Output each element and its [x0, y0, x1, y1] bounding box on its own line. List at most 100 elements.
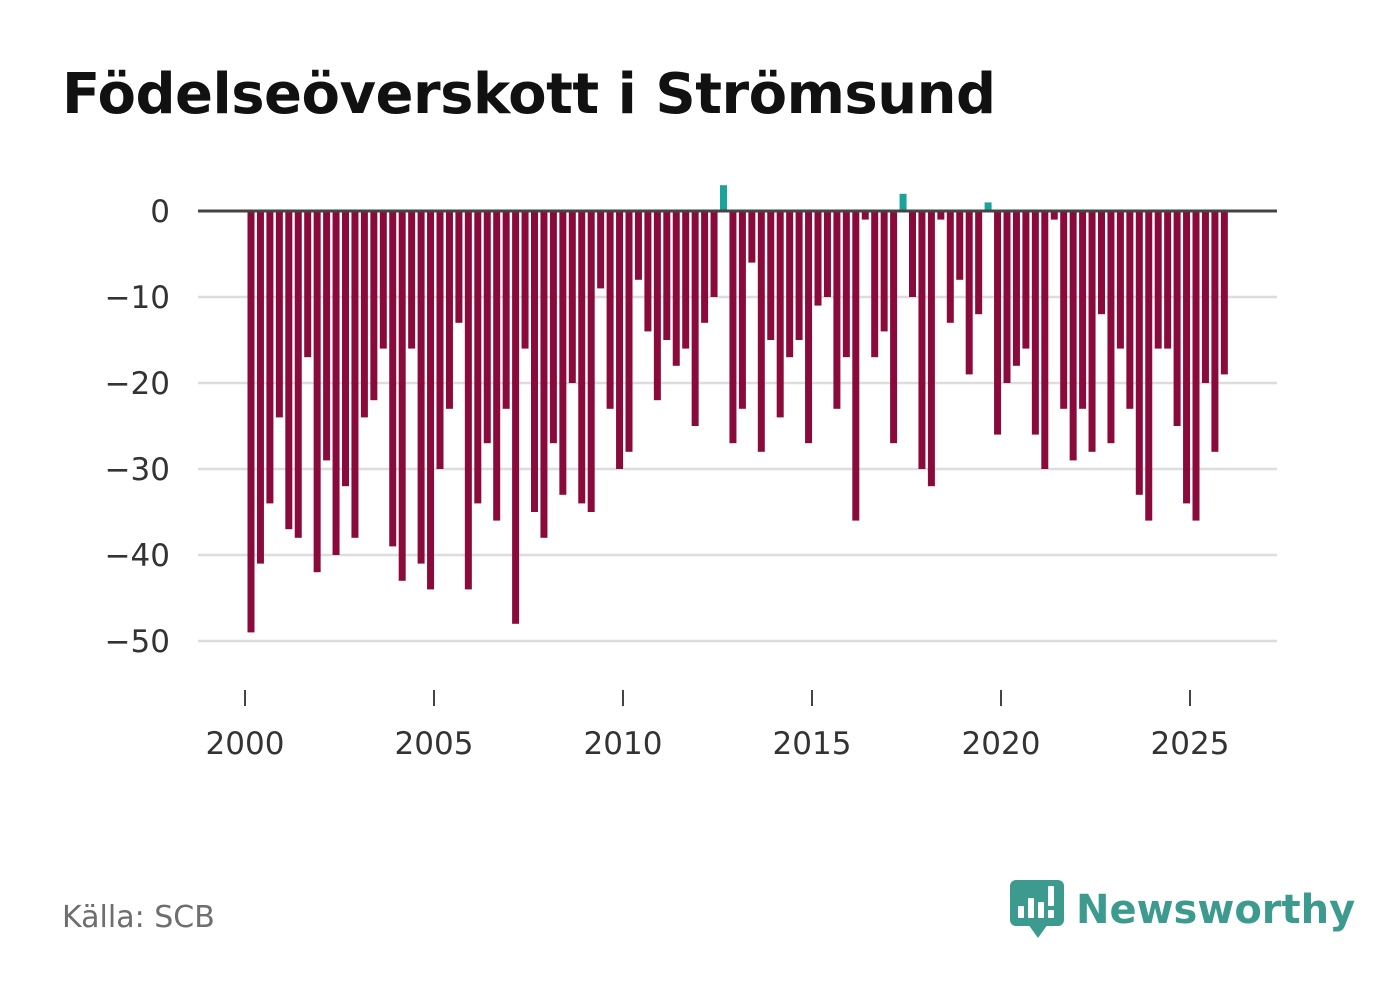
bar — [965, 211, 973, 375]
bar — [266, 211, 274, 504]
bar — [1220, 211, 1228, 375]
bar — [682, 211, 690, 349]
bar — [247, 211, 255, 633]
bar — [1126, 211, 1134, 409]
bar — [408, 211, 416, 349]
x-tick-label: 2020 — [962, 726, 1041, 762]
bar — [805, 211, 813, 444]
bar — [1069, 211, 1077, 461]
bar — [1116, 211, 1124, 349]
bars — [247, 185, 1228, 633]
bar — [606, 211, 614, 409]
bar — [275, 211, 283, 418]
bar — [748, 211, 756, 263]
bar — [1145, 211, 1153, 521]
bar — [767, 211, 775, 340]
bar — [417, 211, 425, 564]
bar — [880, 211, 888, 332]
bar — [653, 211, 661, 401]
bar — [956, 211, 964, 280]
bar — [436, 211, 444, 469]
bar — [899, 193, 907, 211]
bar — [871, 211, 879, 358]
bar — [531, 211, 538, 512]
bar — [625, 211, 633, 452]
bar — [814, 211, 822, 306]
bar — [360, 211, 368, 418]
bar — [1041, 211, 1049, 469]
bar — [597, 211, 605, 289]
bar — [1079, 211, 1087, 409]
bar — [616, 211, 624, 469]
bar — [493, 211, 501, 521]
x-tick-label: 2025 — [1151, 726, 1230, 762]
bar — [1003, 211, 1011, 383]
bar — [455, 211, 463, 323]
bar — [644, 211, 652, 332]
bar — [786, 211, 794, 358]
bar — [559, 211, 567, 495]
bar — [1211, 211, 1219, 452]
y-tick-label: 0 — [150, 194, 170, 230]
bar — [994, 211, 1002, 435]
bar — [918, 211, 926, 469]
bar — [833, 211, 841, 409]
y-axis-ticks: 0 −10 −20 −30 −40 −50 — [105, 194, 170, 660]
bar — [842, 211, 850, 358]
bar — [313, 211, 321, 573]
y-tick-label: −30 — [105, 452, 170, 488]
bar — [1050, 211, 1058, 220]
grid-lines — [198, 295, 1277, 643]
bar — [332, 211, 340, 555]
newsworthy-logo: Newsworthy — [1010, 878, 1355, 942]
bar — [1022, 211, 1030, 349]
newsworthy-chart-icon — [1010, 880, 1064, 938]
bar — [861, 211, 869, 220]
bar — [304, 211, 312, 358]
y-tick-label: −40 — [105, 538, 170, 574]
bar — [1135, 211, 1143, 495]
bar — [1088, 211, 1096, 452]
bar — [634, 211, 642, 280]
x-tick-label: 2005 — [395, 726, 474, 762]
y-tick-label: −50 — [105, 624, 170, 660]
bar — [852, 211, 860, 521]
y-tick-label: −20 — [105, 366, 170, 402]
bar — [351, 211, 359, 538]
x-tick-label: 2015 — [773, 726, 852, 762]
bar — [823, 211, 831, 297]
bar — [776, 211, 784, 418]
bar — [738, 211, 746, 409]
bar — [540, 211, 548, 538]
bar — [1192, 211, 1200, 521]
bar — [984, 202, 992, 211]
bar — [946, 211, 954, 323]
bar — [720, 185, 727, 211]
bar — [1183, 211, 1191, 504]
bar — [757, 211, 765, 452]
bar — [370, 211, 378, 401]
bar — [795, 211, 803, 340]
bar — [1164, 211, 1172, 349]
x-axis-ticks: 2000 2005 2010 2015 2020 2025 — [206, 690, 1230, 762]
y-tick-label: −10 — [105, 280, 170, 316]
x-tick-label: 2000 — [206, 726, 285, 762]
bar — [483, 211, 491, 444]
bar — [285, 211, 293, 530]
bar — [512, 211, 520, 624]
bar — [937, 211, 945, 220]
bar — [379, 211, 387, 349]
bar — [1201, 211, 1209, 383]
source-label: Källa: SCB — [62, 900, 215, 935]
bar — [1098, 211, 1105, 315]
bar — [975, 211, 983, 315]
bar — [890, 211, 898, 444]
x-tick-label: 2010 — [584, 726, 663, 762]
bar — [474, 211, 482, 504]
bar — [1107, 211, 1115, 444]
bar — [1012, 211, 1020, 366]
bar — [568, 211, 576, 383]
bar — [672, 211, 680, 366]
bar — [578, 211, 586, 504]
bar — [342, 211, 349, 487]
